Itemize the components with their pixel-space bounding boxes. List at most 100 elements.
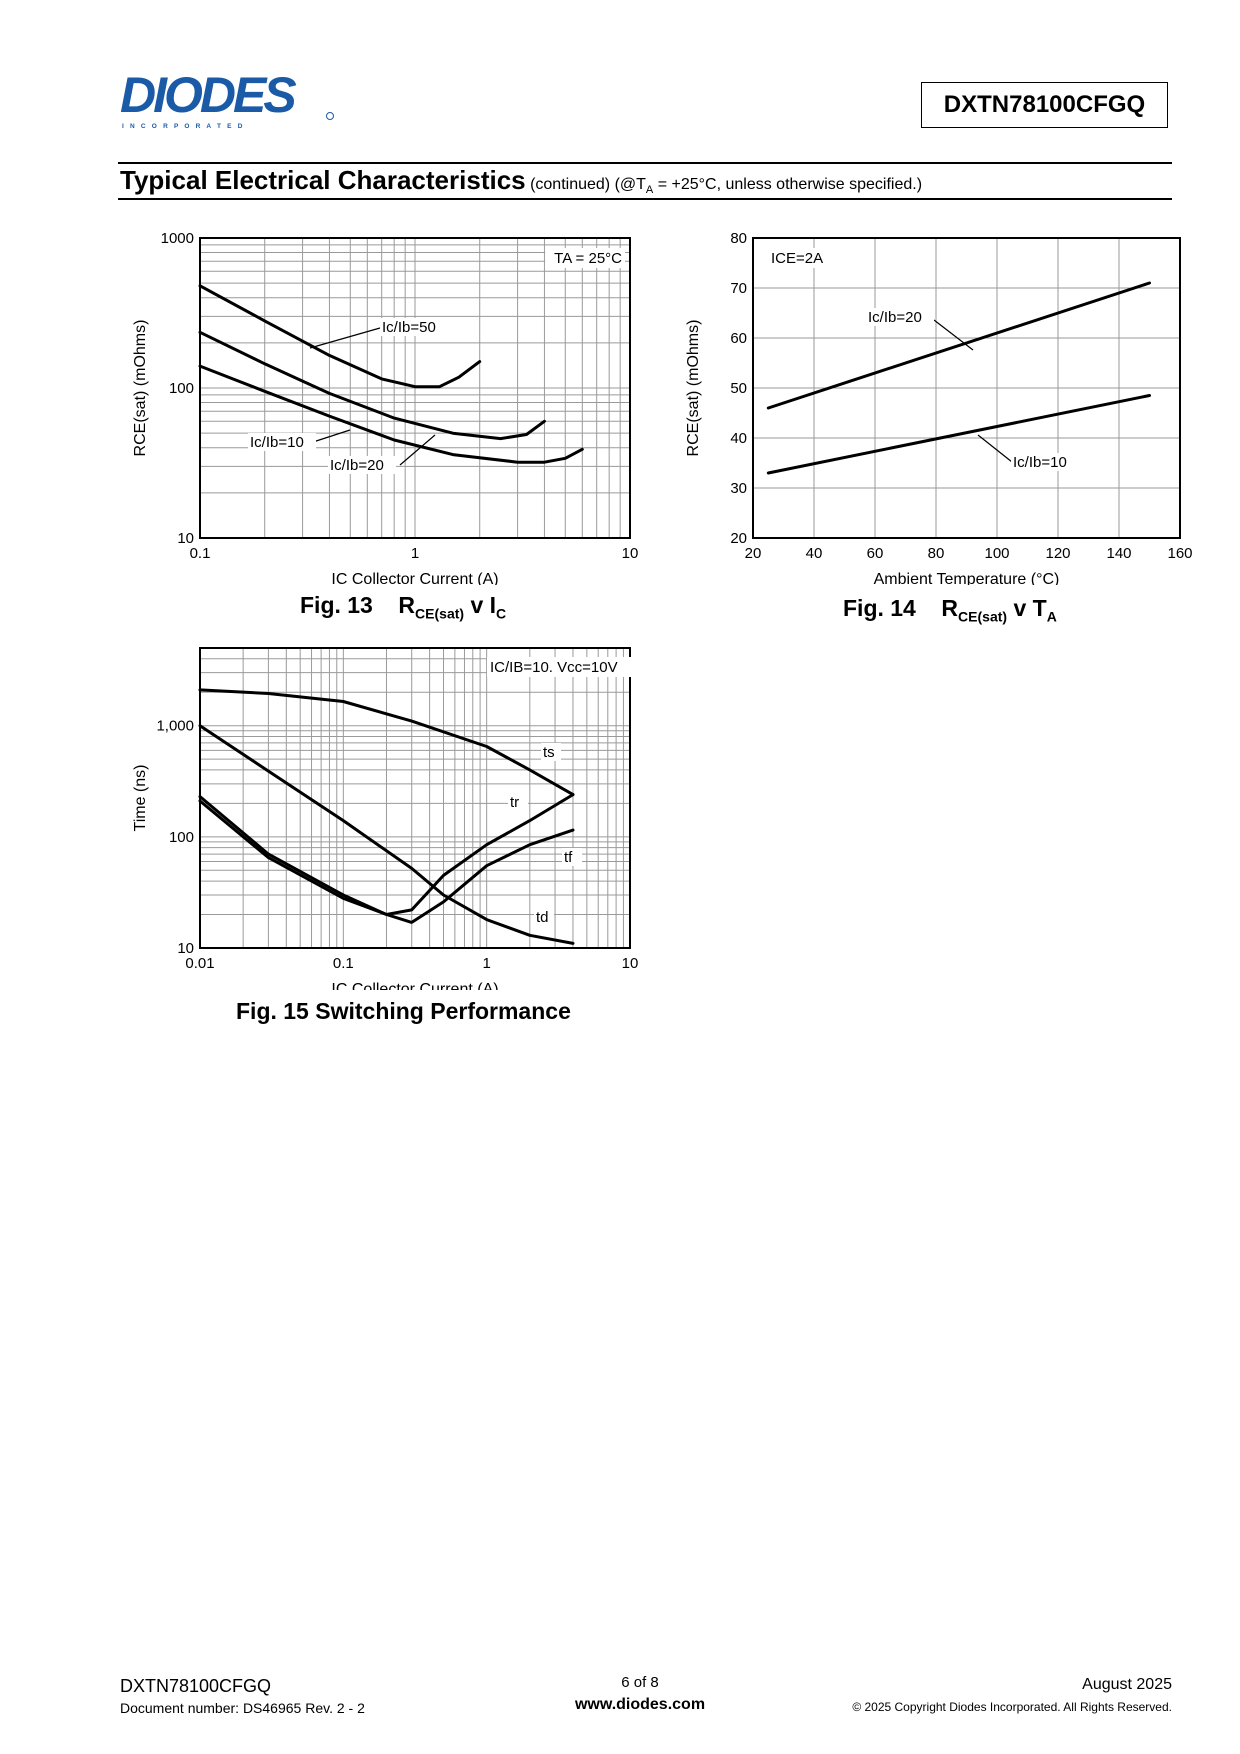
series-label-bg bbox=[248, 433, 316, 451]
caption-fig13: Fig. 13 RCE(sat) v IC bbox=[300, 592, 506, 622]
caption-fig13-label: Fig. 13 bbox=[300, 592, 373, 618]
x-axis-label: IC Collector Current (A) bbox=[331, 981, 498, 990]
series-label-bg bbox=[380, 318, 448, 336]
y-tick-label: 80 bbox=[730, 230, 747, 247]
series-label-bg bbox=[534, 908, 554, 926]
x-tick-label: 160 bbox=[1167, 545, 1192, 562]
footer-part-number: DXTN78100CFGQ bbox=[120, 1676, 272, 1696]
series-label-bg bbox=[1011, 453, 1079, 471]
series-label-bg bbox=[562, 848, 582, 866]
y-tick-label: 50 bbox=[730, 380, 747, 397]
diodes-logo: DIODES I N C O R P O R A T E D bbox=[118, 67, 348, 132]
x-tick-label: 100 bbox=[984, 545, 1009, 562]
series-line-ic-ib-10 bbox=[766, 394, 1151, 475]
series-label-bg bbox=[328, 456, 396, 474]
section-rule-top bbox=[118, 162, 1172, 164]
caption-fig14-v: v T bbox=[1007, 595, 1047, 621]
series-label: tr bbox=[510, 794, 519, 811]
y-tick-label: 30 bbox=[730, 480, 747, 497]
section-subtitle-sub: A bbox=[645, 184, 654, 197]
chart-fig14: 20 40 60 80 100 120 140 160 20 30 40 50 60 70 80 Ambien… bbox=[685, 230, 1193, 585]
x-axis-label: IC Collector Current (A) bbox=[331, 571, 498, 585]
series-line-tf bbox=[198, 795, 575, 924]
series-leader-line bbox=[933, 319, 974, 351]
annotation-label: TA = 25°C bbox=[554, 250, 622, 267]
annotation-label: ICE=2A bbox=[771, 250, 823, 267]
y-tick-label: 10 bbox=[177, 940, 194, 957]
logo-subtext: I N C O R P O R A T E D bbox=[122, 123, 245, 130]
registered-icon bbox=[326, 112, 334, 120]
caption-fig13-r: R bbox=[398, 592, 416, 618]
x-tick-label: 80 bbox=[928, 545, 945, 562]
series-label: Ic/Ib=20 bbox=[868, 309, 922, 326]
y-tick-label: 1000 bbox=[161, 230, 194, 247]
y-tick-label: 100 bbox=[169, 829, 194, 846]
series-label: Ic/Ib=10 bbox=[1013, 454, 1067, 471]
caption-fig14: Fig. 14 RCE(sat) v TA bbox=[843, 595, 1057, 625]
chart-fig13: 0.1 1 10 10 100 1000 IC Collector Current (A) R… bbox=[132, 230, 638, 585]
diodes-logo-graphic: DIODES I N C O R P O R A T E D bbox=[120, 67, 334, 130]
series-line-tr bbox=[198, 724, 575, 945]
x-axis-label: Ambient Temperature (°C) bbox=[874, 571, 1060, 585]
section-subtitle-rest: = +25°C, unless otherwise specified.) bbox=[653, 176, 923, 193]
plot-frame bbox=[752, 237, 1181, 539]
y-tick-label: 100 bbox=[169, 380, 194, 397]
series-label-bg bbox=[866, 308, 934, 326]
series-line-ts bbox=[198, 688, 575, 797]
series-label-bg bbox=[541, 743, 561, 761]
series-label: Ic/Ib=10 bbox=[250, 434, 304, 451]
caption-fig14-r: R bbox=[941, 595, 959, 621]
series-label-bg bbox=[508, 793, 528, 811]
section-rule-bottom bbox=[118, 198, 1172, 200]
footer-doc-number: Document number: DS46965 Rev. 2 - 2 bbox=[120, 1700, 365, 1716]
annotation-bg bbox=[487, 657, 633, 677]
x-tick-label: 60 bbox=[867, 545, 884, 562]
series-line-ic-ib-50 bbox=[198, 284, 482, 389]
series-leader-line bbox=[309, 327, 381, 349]
series-line-ic-ib-10 bbox=[198, 364, 584, 464]
footer-page: 6 of 8 bbox=[621, 1674, 659, 1691]
x-tick-label: 40 bbox=[806, 545, 823, 562]
caption-fig15: Fig. 15 Switching Performance bbox=[236, 998, 571, 1025]
y-tick-label: 70 bbox=[730, 280, 747, 297]
annotation-label: IC/IB=10. Vcc=10V bbox=[490, 659, 618, 676]
annotation-bg bbox=[545, 248, 625, 268]
x-tick-label: 0.1 bbox=[190, 545, 211, 562]
y-axis-label: RCE(sat) (mOhms) bbox=[685, 320, 702, 457]
series-leader-line bbox=[399, 434, 436, 466]
footer-website[interactable]: www.diodes.com bbox=[574, 1696, 706, 1713]
series-label: Ic/Ib=50 bbox=[382, 319, 436, 336]
series-leader-line bbox=[977, 434, 1013, 463]
footer-copyright: © 2025 Copyright Diodes Incorporated. Al… bbox=[852, 1700, 1172, 1714]
x-tick-label: 140 bbox=[1106, 545, 1131, 562]
series-label: tf bbox=[564, 849, 573, 866]
x-tick-label: 1 bbox=[482, 955, 490, 972]
x-tick-label: 10 bbox=[622, 955, 639, 972]
caption-fig14-sub1: CE(sat) bbox=[958, 608, 1008, 625]
x-tick-label: 120 bbox=[1045, 545, 1070, 562]
caption-fig14-sub2: A bbox=[1046, 608, 1057, 625]
x-tick-label: 0.01 bbox=[185, 955, 214, 972]
y-tick-label: 20 bbox=[730, 530, 747, 547]
part-number-box: DXTN78100CFGQ bbox=[921, 82, 1168, 128]
x-tick-label: 20 bbox=[745, 545, 762, 562]
section-heading: Typical Electrical Characteristics bbox=[120, 165, 526, 195]
series-label: ts bbox=[543, 744, 555, 761]
caption-fig13-sub2: C bbox=[496, 605, 507, 622]
logo-wordmark: DIODES bbox=[120, 72, 296, 123]
series-label: td bbox=[536, 909, 549, 926]
caption-fig14-label: Fig. 14 bbox=[843, 595, 916, 621]
section-title: Typical Electrical Characteristics (cont… bbox=[120, 165, 1170, 196]
series-label: Ic/Ib=20 bbox=[330, 457, 384, 474]
series-line-ic-ib-20 bbox=[198, 330, 546, 441]
series-leader-line bbox=[309, 429, 351, 444]
footer-date: August 2025 bbox=[1082, 1676, 1172, 1693]
chart-fig15: 0.01 0.1 1 10 10 100 1,000 IC Collector Current… bbox=[132, 647, 639, 990]
series-line-td bbox=[198, 793, 575, 916]
series-line-ic-ib-20 bbox=[766, 281, 1151, 410]
y-tick-label: 40 bbox=[730, 430, 747, 447]
y-axis-label: RCE(sat) (mOhms) bbox=[132, 320, 149, 457]
y-tick-label: 10 bbox=[177, 530, 194, 547]
y-tick-label: 1,000 bbox=[156, 718, 194, 735]
x-tick-label: 1 bbox=[411, 545, 419, 562]
